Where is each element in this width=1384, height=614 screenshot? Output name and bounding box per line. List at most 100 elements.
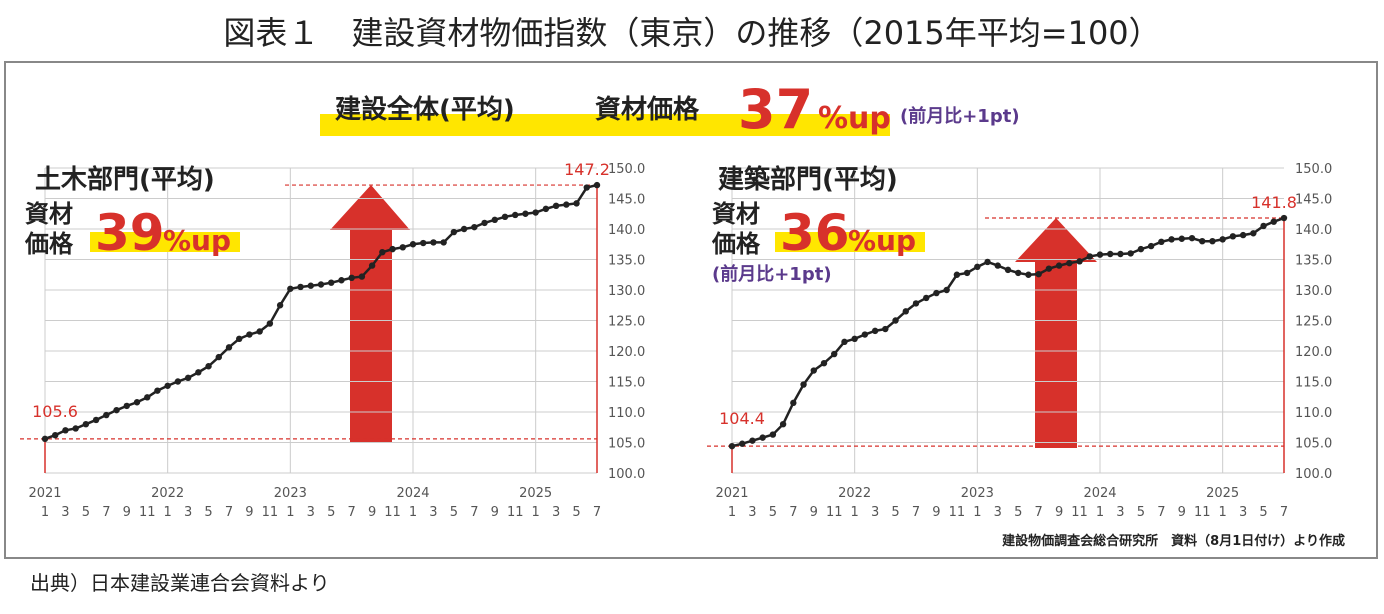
x-tick-label: 5 <box>572 505 580 520</box>
data-point <box>749 437 756 444</box>
data-point <box>851 335 858 342</box>
y-tick-label: 140.0 <box>608 223 645 238</box>
y-tick-label: 115.0 <box>608 376 645 391</box>
data-point <box>1260 222 1267 230</box>
highlight-line: 価格 <box>24 230 74 258</box>
data-point <box>481 219 488 227</box>
x-tick-label: 5 <box>82 505 90 520</box>
data-point <box>368 262 376 269</box>
data-point <box>287 285 294 292</box>
data-point <box>1096 251 1104 258</box>
change-highlight <box>775 232 925 252</box>
panel-title: 建築部門(平均) <box>718 164 898 195</box>
x-tick-label: 11 <box>826 505 843 520</box>
data-point <box>1035 270 1042 278</box>
x-tick-label: 7 <box>1035 505 1043 520</box>
x-tick-label: 7 <box>348 505 356 520</box>
data-point <box>728 442 736 450</box>
data-point <box>563 201 570 208</box>
x-tick-label: 9 <box>1178 505 1186 520</box>
y-tick-label: 135.0 <box>608 254 645 269</box>
year-label: 2023 <box>961 486 994 501</box>
data-point <box>174 378 182 385</box>
x-tick-label: 5 <box>1137 505 1145 520</box>
x-tick-label: 1 <box>1219 505 1227 520</box>
x-tick-label: 7 <box>225 505 233 520</box>
data-point <box>841 338 848 346</box>
data-point <box>1229 233 1237 240</box>
x-tick-label: 5 <box>204 505 212 520</box>
data-point <box>1055 262 1063 269</box>
x-tick-label: 1 <box>286 505 294 520</box>
data-point <box>573 200 580 207</box>
x-tick-label: 11 <box>507 505 524 520</box>
y-tick-label: 125.0 <box>1295 315 1332 330</box>
x-tick-label: 3 <box>871 505 879 520</box>
change-note: (前月比+1pt) <box>712 263 832 285</box>
data-point <box>225 344 233 351</box>
data-point <box>82 421 90 428</box>
data-point <box>103 411 110 419</box>
data-point <box>1158 238 1165 246</box>
data-point <box>266 320 274 327</box>
data-point <box>923 294 930 302</box>
x-tick-label: 11 <box>1194 505 1211 520</box>
data-point <box>552 202 560 210</box>
highlight-line: 価格 <box>711 230 761 258</box>
x-tick-label: 3 <box>184 505 192 520</box>
y-tick-label: 150.0 <box>608 162 645 177</box>
footer-note: 出典）日本建設業連合会資料より <box>30 571 330 595</box>
data-point <box>831 350 838 358</box>
x-tick-label: 11 <box>262 505 279 520</box>
x-tick-label: 1 <box>164 505 172 520</box>
x-tick-label: 9 <box>1055 505 1063 520</box>
x-tick-label: 9 <box>491 505 499 520</box>
data-point <box>256 328 263 335</box>
banner-item: 資材価格 <box>595 94 700 125</box>
data-point <box>389 245 396 253</box>
data-point <box>542 205 550 213</box>
change-unit: %up <box>163 224 231 257</box>
data-point <box>1147 242 1155 250</box>
x-tick-label: 9 <box>123 505 131 520</box>
data-point <box>409 241 417 248</box>
data-point <box>1199 238 1206 245</box>
data-point <box>1117 250 1124 258</box>
x-tick-label: 5 <box>769 505 777 520</box>
data-point <box>1107 250 1114 258</box>
data-point <box>328 279 335 286</box>
data-point <box>583 184 590 191</box>
data-point <box>379 248 386 256</box>
x-tick-label: 11 <box>949 505 966 520</box>
x-tick-label: 7 <box>1280 505 1288 520</box>
data-point <box>963 269 971 277</box>
data-point <box>1137 245 1145 253</box>
year-label: 2021 <box>715 486 748 501</box>
data-point <box>297 283 304 291</box>
data-point <box>984 258 991 266</box>
x-tick-label: 11 <box>1071 505 1088 520</box>
y-tick-label: 145.0 <box>1295 193 1332 208</box>
data-point <box>184 374 192 382</box>
y-tick-label: 110.0 <box>1295 406 1332 421</box>
y-tick-label: 125.0 <box>608 315 645 330</box>
data-point <box>1239 231 1247 239</box>
data-point <box>1250 230 1257 237</box>
data-point <box>215 353 222 361</box>
data-point <box>460 225 468 233</box>
y-tick-label: 105.0 <box>1295 437 1332 452</box>
x-tick-label: 1 <box>728 505 736 520</box>
x-tick-label: 3 <box>61 505 69 520</box>
year-label: 2025 <box>1206 486 1239 501</box>
data-point <box>307 282 314 289</box>
x-tick-label: 5 <box>1259 505 1267 520</box>
data-point <box>501 213 509 220</box>
x-tick-label: 1 <box>851 505 859 520</box>
x-tick-label: 1 <box>409 505 417 520</box>
data-point <box>1219 236 1226 243</box>
data-point <box>800 381 807 388</box>
x-tick-label: 7 <box>789 505 797 520</box>
data-point <box>1280 214 1288 222</box>
data-point <box>123 402 130 410</box>
data-point <box>1004 266 1012 274</box>
